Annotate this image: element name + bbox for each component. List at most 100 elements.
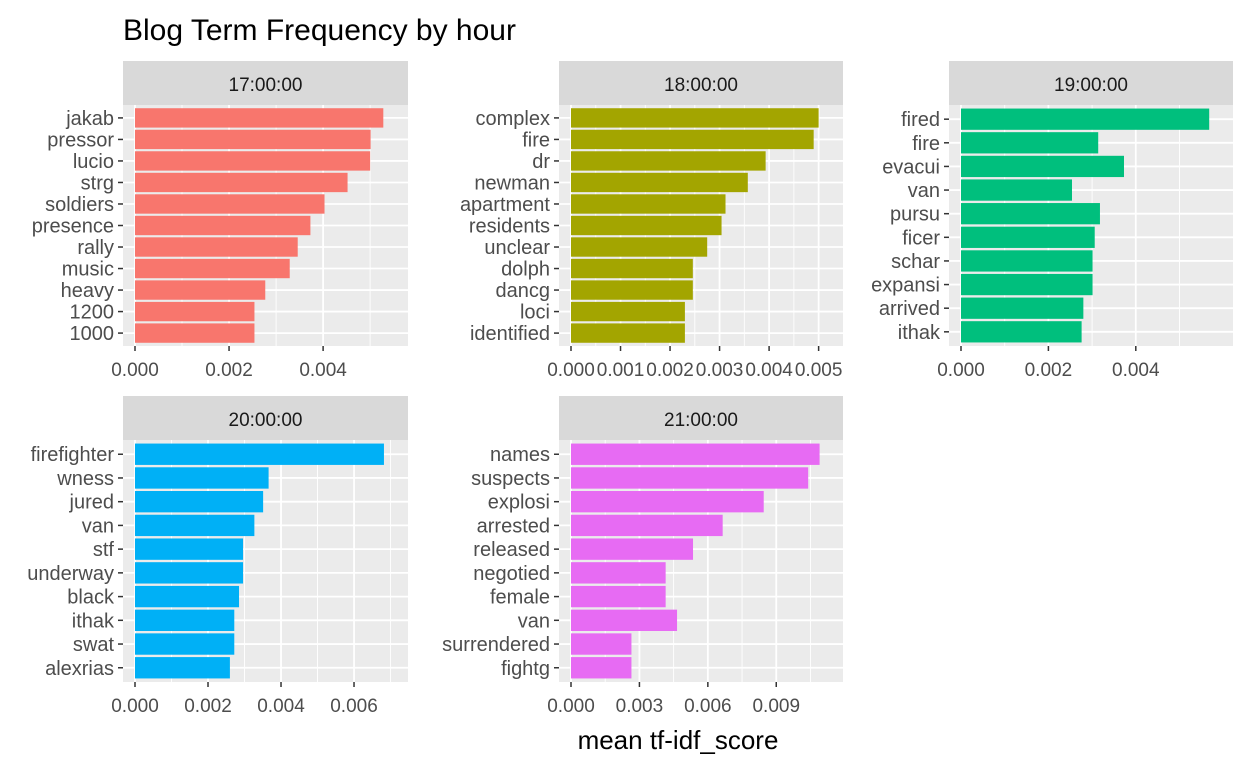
y-tick-label: underway xyxy=(27,563,114,585)
y-tick-label: van xyxy=(82,515,114,537)
y-tick-label: stf xyxy=(93,539,115,561)
y-tick-label: names xyxy=(490,444,550,466)
x-tick-label: 0.006 xyxy=(684,696,732,717)
facet-strip-label: 17:00:00 xyxy=(229,75,303,96)
y-tick-label: expansi xyxy=(871,275,940,297)
bar-ithak xyxy=(135,609,235,631)
y-tick-label: schar xyxy=(891,251,940,273)
facet-strip-label: 18:00:00 xyxy=(664,75,738,96)
bar-identified xyxy=(571,323,685,343)
bar-arrived xyxy=(961,297,1084,319)
y-tick-label: fired xyxy=(901,109,940,131)
y-tick-label: strg xyxy=(81,172,114,194)
x-tick-label: 0.000 xyxy=(937,360,985,381)
x-tick-label: 0.002 xyxy=(646,360,694,381)
bar-1200 xyxy=(135,301,255,322)
facet-strip xyxy=(123,396,408,440)
y-tick-label: identified xyxy=(470,323,550,345)
bar-presence xyxy=(135,215,311,236)
facet-strip xyxy=(949,61,1233,105)
bar-firefighter xyxy=(135,443,384,465)
bar-alexrias xyxy=(135,657,230,679)
x-tick-label: 0.001 xyxy=(597,360,645,381)
x-tick-label: 0.000 xyxy=(547,696,595,717)
x-tick-label: 0.000 xyxy=(111,696,159,717)
y-tick-label: dancg xyxy=(496,280,551,302)
x-tick-label: 0.005 xyxy=(795,360,843,381)
y-tick-label: fire xyxy=(522,129,550,151)
bar-names xyxy=(571,443,820,465)
x-tick-label: 0.002 xyxy=(1025,360,1073,381)
y-tick-label: female xyxy=(490,587,550,609)
y-tick-label: dr xyxy=(532,151,550,173)
y-tick-label: ficer xyxy=(902,227,940,249)
bar-schar xyxy=(961,250,1093,272)
bar-explosi xyxy=(571,491,764,513)
bar-soldiers xyxy=(135,194,325,214)
y-tick-label: ithak xyxy=(72,610,115,632)
x-tick-label: 0.004 xyxy=(1112,360,1160,381)
panel-3: 20:00:00 firefighterwnessjuredvanstfunder… xyxy=(27,396,408,717)
y-tick-label: fightg xyxy=(501,658,550,680)
y-tick-label: firefighter xyxy=(31,444,115,466)
y-tick-label: loci xyxy=(520,302,550,324)
bar-1000 xyxy=(135,323,255,343)
bar-swat xyxy=(135,633,235,655)
facet-strip xyxy=(559,396,843,440)
y-tick-label: pressor xyxy=(47,129,114,151)
y-tick-label: jakab xyxy=(65,108,114,130)
x-tick-label: 0.002 xyxy=(205,360,253,381)
y-tick-label: apartment xyxy=(460,194,550,216)
bar-heavy xyxy=(135,280,266,300)
y-tick-label: fire xyxy=(912,133,940,155)
bar-rally xyxy=(135,237,298,257)
x-axis-title: mean tf-idf_score xyxy=(578,725,779,755)
panel-4: 21:00:00 namessuspectsexplosiarrestedrele… xyxy=(442,396,843,717)
bar-expansi xyxy=(961,273,1093,296)
y-tick-label: van xyxy=(518,610,550,632)
y-tick-label: residents xyxy=(469,216,550,238)
y-tick-label: black xyxy=(67,587,115,609)
facet-strip-label: 19:00:00 xyxy=(1054,75,1128,96)
y-tick-label: explosi xyxy=(488,492,550,514)
facet-strip-label: 21:00:00 xyxy=(664,410,738,431)
y-tick-label: pursu xyxy=(890,204,940,226)
bar-newman xyxy=(571,172,748,193)
facet-panels: 17:00:00 jakabpressorluciostrgsoldierspre… xyxy=(27,61,1233,717)
bar-van xyxy=(135,514,255,537)
x-tick-label: 0.000 xyxy=(547,360,595,381)
bar-surrendered xyxy=(571,633,632,655)
bar-stf xyxy=(135,538,244,560)
y-tick-label: negotied xyxy=(473,563,550,585)
bar-pursu xyxy=(961,203,1100,225)
bar-wness xyxy=(135,467,269,489)
chart-title: Blog Term Frequency by hour xyxy=(123,14,516,47)
bar-ithak xyxy=(961,321,1082,343)
bar-fire xyxy=(571,129,814,150)
bar-music xyxy=(135,258,290,279)
y-tick-label: unclear xyxy=(484,237,550,259)
bar-dolph xyxy=(571,258,693,279)
bar-suspects xyxy=(571,467,809,489)
bar-complex xyxy=(571,108,819,128)
y-tick-label: newman xyxy=(474,172,550,194)
y-tick-label: rally xyxy=(77,237,114,259)
y-tick-label: evacui xyxy=(882,156,940,178)
y-tick-label: arrived xyxy=(879,298,940,320)
bar-fightg xyxy=(571,657,632,679)
bar-fire xyxy=(961,132,1099,154)
bar-underway xyxy=(135,562,244,584)
bar-female xyxy=(571,585,666,608)
facet-strip-label: 20:00:00 xyxy=(229,410,303,431)
y-tick-label: 1200 xyxy=(70,302,115,324)
bar-van xyxy=(961,179,1072,201)
bar-apartment xyxy=(571,194,726,214)
bar-van xyxy=(571,609,678,631)
y-tick-label: released xyxy=(473,539,550,561)
bar-fired xyxy=(961,108,1210,130)
bar-strg xyxy=(135,172,348,193)
x-tick-label: 0.004 xyxy=(299,360,347,381)
bar-pressor xyxy=(135,129,371,150)
